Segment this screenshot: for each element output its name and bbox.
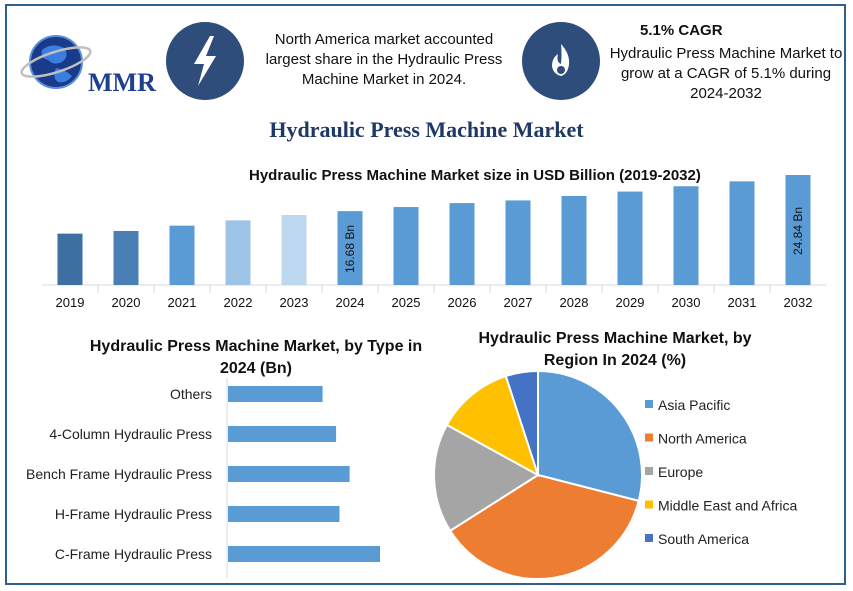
bar-2031 (729, 181, 755, 285)
type-chart-title: Hydraulic Press Machine Market, by Type … (89, 338, 423, 377)
type-bar-1 (228, 426, 337, 442)
bar-2026 (449, 203, 475, 285)
flame-icon (522, 22, 600, 100)
fact-market-share: North America market accounted largest s… (265, 31, 503, 88)
lightning-bolt-icon (166, 22, 244, 100)
bar-2020 (113, 230, 139, 285)
data-label-2032: 24.84 Bn (791, 207, 805, 255)
bar-2027 (505, 200, 531, 285)
type-bar-4 (228, 546, 380, 562)
x-tick-label-2021: 2021 (168, 295, 197, 310)
x-tick-label-2025: 2025 (392, 295, 421, 310)
type-bar-0 (228, 386, 323, 402)
page-title: Hydraulic Press Machine Market (269, 117, 584, 142)
bar-2032 (785, 175, 811, 285)
legend-label-2: Europe (658, 464, 703, 480)
pie-slice-0 (537, 369, 643, 503)
type-label-2: Bench Frame Hydraulic Press (26, 466, 212, 482)
pie-slice-4 (504, 369, 539, 476)
x-tick-label-2020: 2020 (112, 295, 141, 310)
mmr-globe-logo (20, 35, 92, 89)
type-label-1: 4-Column Hydraulic Press (49, 426, 212, 442)
type-bar-2 (228, 466, 350, 482)
bar-2021 (169, 225, 195, 285)
type-label-3: H-Frame Hydraulic Press (55, 506, 212, 522)
pie-slice-3 (445, 374, 540, 478)
bar-2030 (673, 186, 699, 285)
x-tick-label-2022: 2022 (224, 295, 253, 310)
x-tick-label-2027: 2027 (504, 295, 533, 310)
bar-2024 (337, 211, 363, 285)
cagr-title: 5.1% CAGR (640, 22, 723, 39)
legend-label-3: Middle East and Africa (658, 498, 798, 514)
legend-swatch-1 (645, 433, 653, 442)
bar-2019 (57, 233, 83, 285)
region-chart-title: Hydraulic Press Machine Market, by Regio… (478, 330, 752, 369)
x-tick-label-2026: 2026 (448, 295, 477, 310)
infographic-frame (5, 4, 846, 585)
bar-2023 (281, 215, 307, 285)
legend-swatch-0 (645, 400, 653, 408)
legend-label-1: North America (658, 431, 747, 447)
bar-2029 (617, 191, 643, 285)
legend-swatch-4 (645, 534, 653, 542)
bar-2022 (225, 220, 251, 285)
bar-2025 (393, 207, 419, 285)
legend-swatch-2 (645, 467, 653, 475)
type-label-4: C-Frame Hydraulic Press (55, 546, 212, 562)
logo-text: MMR (88, 68, 156, 97)
legend-swatch-3 (645, 500, 653, 509)
data-label-2024: 16.68 Bn (343, 225, 357, 273)
x-tick-label-2019: 2019 (56, 295, 85, 310)
legend-label-4: South America (658, 531, 749, 547)
fact-cagr: Hydraulic Press Machine Market to grow a… (609, 45, 843, 102)
bar-2028 (561, 195, 587, 285)
x-tick-label-2032: 2032 (784, 295, 813, 310)
x-tick-label-2028: 2028 (560, 295, 589, 310)
x-tick-label-2023: 2023 (280, 295, 309, 310)
type-bar-3 (228, 506, 340, 522)
x-tick-label-2024: 2024 (336, 295, 365, 310)
legend-label-0: Asia Pacific (658, 397, 730, 413)
pie-slice-2 (433, 423, 540, 533)
x-tick-label-2029: 2029 (616, 295, 645, 310)
market-size-chart-title: Hydraulic Press Machine Market size in U… (249, 167, 701, 184)
x-tick-label-2030: 2030 (672, 295, 701, 310)
type-label-0: Others (170, 386, 212, 402)
x-tick-label-2031: 2031 (728, 295, 757, 310)
